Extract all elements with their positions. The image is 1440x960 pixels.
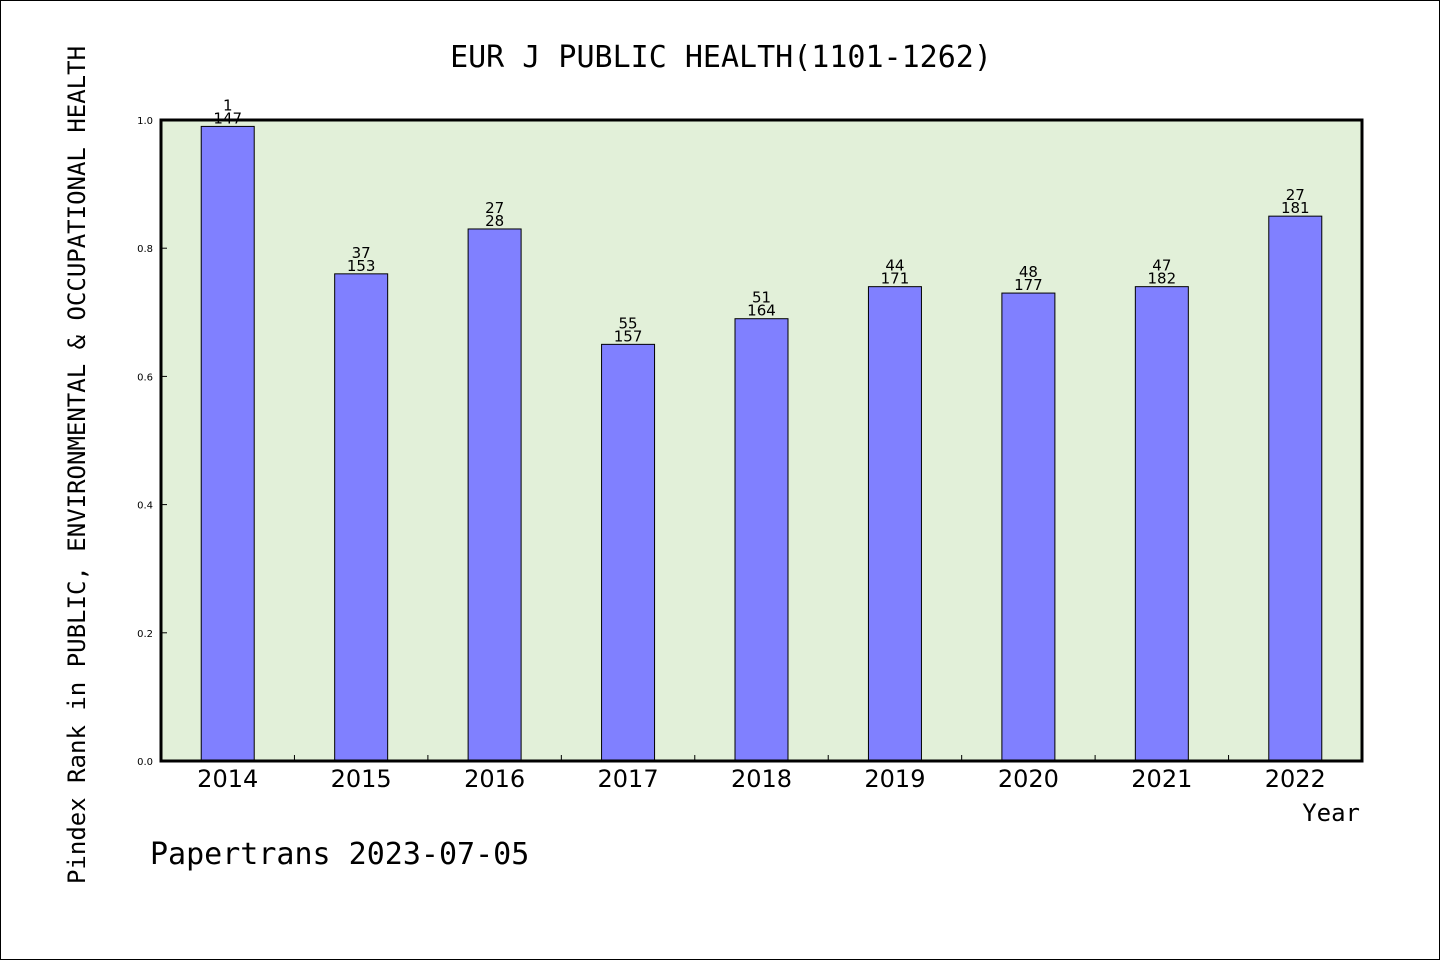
x-tick-label: 2015 bbox=[331, 765, 392, 793]
y-axis-title: Pindex Rank in PUBLIC, ENVIRONMENTAL & O… bbox=[63, 46, 91, 884]
x-tick-label: 2021 bbox=[1131, 765, 1192, 793]
data-label-rank: 1 bbox=[223, 96, 233, 114]
data-label-total: 164 bbox=[747, 302, 776, 320]
data-label-rank: 44 bbox=[885, 257, 904, 275]
bars-layer bbox=[200, 125, 1323, 762]
data-label-rank: 51 bbox=[752, 289, 771, 307]
x-axis-title: Year bbox=[1302, 799, 1360, 827]
y-tick-label: 0.6 bbox=[137, 372, 153, 383]
data-label-total: 28 bbox=[485, 212, 504, 230]
x-tick-label: 2018 bbox=[731, 765, 792, 793]
y-tick-label: 0.8 bbox=[137, 244, 153, 255]
chart-title: EUR J PUBLIC HEALTH(1101-1262) bbox=[450, 40, 992, 75]
data-label-total: 181 bbox=[1281, 199, 1310, 217]
bar-2022 bbox=[1268, 215, 1323, 762]
data-label-rank: 27 bbox=[485, 199, 504, 217]
x-tick-label: 2019 bbox=[864, 765, 925, 793]
bar-2015 bbox=[334, 273, 389, 762]
data-label-total: 147 bbox=[213, 109, 242, 127]
x-tick-label: 2022 bbox=[1265, 765, 1326, 793]
y-tick-label: 0.2 bbox=[137, 629, 153, 640]
x-tick-label: 2016 bbox=[464, 765, 525, 793]
x-axis: 2014 2015 2016 2017 2018 2019 2020 2021 2022 bbox=[197, 755, 1326, 793]
data-label-rank: 55 bbox=[619, 314, 638, 332]
x-tick-label: 2020 bbox=[998, 765, 1059, 793]
data-label-rank: 48 bbox=[1019, 263, 1038, 281]
x-tick-label: 2014 bbox=[197, 765, 258, 793]
y-tick-label: 0.4 bbox=[137, 501, 153, 512]
data-label-total: 153 bbox=[347, 257, 376, 275]
y-tick-label: 0.0 bbox=[137, 757, 153, 768]
bar-2014 bbox=[200, 125, 255, 762]
data-label-total: 171 bbox=[881, 270, 910, 288]
footer-credit: Papertrans 2023-07-05 bbox=[150, 837, 529, 872]
bar-2020 bbox=[1001, 292, 1056, 762]
data-label-rank: 47 bbox=[1152, 257, 1171, 275]
data-label-total: 182 bbox=[1148, 270, 1177, 288]
bar-2019 bbox=[867, 286, 922, 762]
data-label-total: 157 bbox=[614, 327, 643, 345]
plot-frame bbox=[159, 118, 1364, 763]
data-label-total: 177 bbox=[1014, 276, 1043, 294]
data-label-rank: 37 bbox=[352, 244, 371, 262]
bar-2016 bbox=[467, 228, 522, 762]
bar-2017 bbox=[601, 343, 656, 762]
bar-2018 bbox=[734, 318, 789, 762]
data-label-rank: 27 bbox=[1286, 186, 1305, 204]
bar-2021 bbox=[1134, 286, 1189, 762]
y-tick-label: 1.0 bbox=[137, 116, 153, 127]
x-tick-label: 2017 bbox=[598, 765, 659, 793]
